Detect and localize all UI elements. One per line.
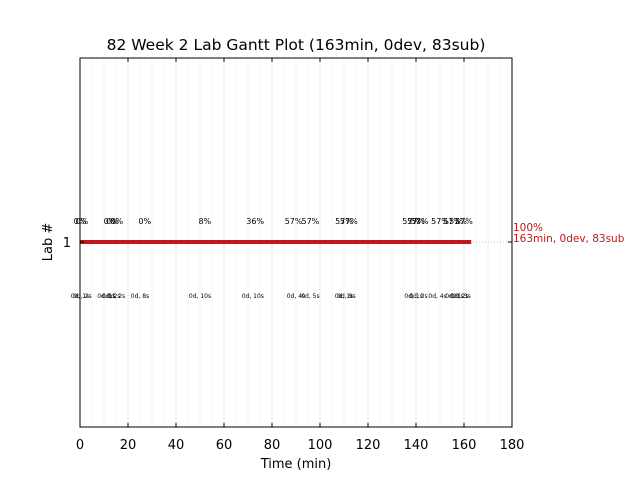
x-tick-label: 80	[264, 438, 281, 453]
time-annotation: 0d, 2s	[102, 293, 120, 300]
progress-annotation: 57%	[335, 217, 353, 226]
progress-annotation: 0%	[104, 217, 117, 226]
x-tick-label: 140	[404, 438, 429, 453]
progress-annotation: 57%	[443, 217, 461, 226]
progress-annotation: 57%	[411, 217, 429, 226]
x-tick-label: 100	[308, 438, 333, 453]
progress-annotation: 57%	[285, 217, 303, 226]
progress-annotation: 0%	[138, 217, 151, 226]
final-summary-label: 163min, 0dev, 83sub	[513, 233, 625, 245]
time-annotation: 0d, 2s	[107, 293, 125, 300]
progress-annotation: 0%	[76, 217, 89, 226]
gantt-bar	[80, 240, 472, 244]
progress-annotation: 8%	[198, 217, 211, 226]
time-annotation: 0d, 8s	[131, 293, 149, 300]
final-percent-label: 100%	[513, 222, 543, 234]
progress-annotation: 57%	[302, 217, 320, 226]
y-axis-label: Lab #	[41, 223, 56, 262]
y-tick-label: 1	[63, 236, 71, 251]
x-tick-label: 20	[120, 438, 137, 453]
time-annotation: 0d, 3s	[409, 293, 427, 300]
final-label: 100%163min, 0dev, 83sub	[513, 222, 625, 245]
progress-annotation: 57%	[431, 217, 449, 226]
time-annotation: 0d, 9s	[337, 293, 355, 300]
time-annotation: 0d, 4s	[428, 293, 446, 300]
time-annotation: 0d, 3s	[452, 293, 470, 300]
progress-annotation: 57%	[402, 217, 420, 226]
progress-annotation: 57%	[455, 217, 473, 226]
x-tick-label: 120	[356, 438, 381, 453]
progress-annotation: 57%	[449, 217, 467, 226]
x-axis-label: Time (min)	[260, 457, 332, 472]
progress-annotation: 0%	[110, 217, 123, 226]
time-annotation: 0d, 1s	[97, 293, 115, 300]
x-tick-label: 160	[452, 438, 477, 453]
time-annotation: 0d, 1s	[445, 293, 463, 300]
progress-annotation: 57%	[407, 217, 425, 226]
time-annotation: 0d, 5s	[301, 293, 319, 300]
axis-ticks: 0 20 40 60 80 100 120 140 160 180 1	[63, 58, 525, 453]
progress-annotation: 0%	[106, 217, 119, 226]
progress-annotation: 36%	[246, 217, 264, 226]
chart-title: 82 Week 2 Lab Gantt Plot (163min, 0dev, …	[107, 36, 486, 54]
x-tick-label: 60	[216, 438, 233, 453]
time-annotation: 0d, 1s	[335, 293, 353, 300]
annotation-layer: 0%0% 0%0%0% 0% 8% 36% 57% 57% 57%57% 57%57%57% 57…	[71, 217, 473, 300]
progress-annotation: 57%	[340, 217, 358, 226]
time-annotation: 0d, 10s	[189, 293, 211, 300]
time-annotation: 0d, 2s	[73, 293, 91, 300]
bar-layer	[80, 240, 472, 244]
time-annotation: 0d, 1s	[404, 293, 422, 300]
time-annotation: 0d, 2s	[450, 293, 468, 300]
time-annotation: 0d, 10s	[242, 293, 264, 300]
x-tick-label: 180	[500, 438, 525, 453]
time-annotation: 0d, 4s	[287, 293, 305, 300]
x-tick-label: 0	[76, 438, 84, 453]
x-tick-label: 40	[168, 438, 185, 453]
